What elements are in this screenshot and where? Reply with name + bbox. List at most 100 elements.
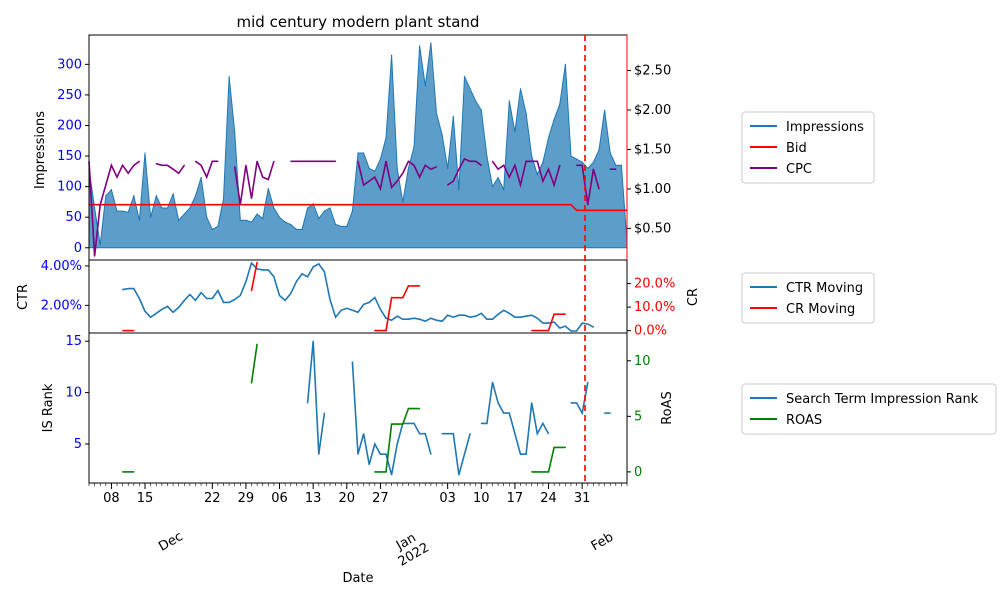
impressions-point [542,161,544,163]
ctr-point [391,319,393,321]
cr-point [256,261,258,263]
impressions-point [150,216,152,218]
bid-point [278,204,281,206]
impressions-point [559,103,561,105]
bid-axis-tick-label: $0.50 [634,221,671,236]
cpc-point [329,160,331,162]
impressions-point [211,228,213,230]
cpc-point [262,176,264,178]
cpc-point [553,184,555,186]
x-tick-label: 29 [238,491,255,506]
ctr-point [519,316,522,318]
ctr-point [318,263,320,265]
cpc-point [234,166,236,168]
impressions-axis-tick-label: 0 [74,241,82,256]
roas-point [374,471,376,473]
bid-point [581,209,583,211]
cpc-point [122,164,124,166]
bid-point [94,204,96,206]
impressions-point [463,76,466,78]
bid-point [245,204,247,206]
bid-point [273,204,275,206]
legends-layer: Impressions Bid CPC CTR Moving CR Moving Sear… [741,111,997,435]
ctr-line [122,261,594,332]
impressions-point [329,207,331,209]
impressions-point [458,189,460,191]
cpc-point [155,163,157,165]
cr-point [419,285,421,287]
cpc-point [519,184,522,186]
impressions-point [547,137,550,139]
roas-point [547,471,550,473]
roas-point [127,471,129,473]
bid-point [486,204,488,206]
bid-point [480,204,482,206]
cpc-point [245,164,247,166]
x-tick-label: 10 [473,491,490,506]
impressions-point [94,207,96,209]
roas-point [379,471,381,473]
roas-point [536,471,538,473]
bid-point [441,204,443,206]
bid-point [138,204,140,206]
bid-axis-tick-label: $2.50 [634,64,671,79]
ctr-point [290,292,292,295]
bid-point [155,204,157,206]
legend-impressions-box [741,111,875,184]
rank-point [497,402,499,404]
rank-line [481,382,550,456]
panels-layer [88,42,628,476]
impressions-point [250,221,253,223]
cpc-point [250,197,253,199]
bid-point [525,204,527,206]
ctr-point [301,273,303,275]
ctr-point [547,322,550,324]
rank-point [609,412,611,414]
cpc-point [133,164,135,166]
impressions-point [278,216,281,218]
cpc-point [200,164,202,166]
ylabel-impressions: Impressions [33,111,48,189]
ctr-point [189,293,191,296]
bid-point [407,204,409,206]
impressions-point [553,118,555,120]
impressions-point [407,167,409,169]
bid-point [256,204,258,206]
cpc-point [99,204,101,206]
ctr-point [592,326,595,328]
roas-point [122,471,124,473]
cpc-point [469,160,471,162]
cpc-point [581,164,583,166]
bid-point [531,204,533,206]
impressions-point [267,187,269,190]
ctr-point [441,320,443,322]
ctr-point [144,310,146,312]
cpc-line [233,161,275,205]
x-tick-label: 20 [339,491,356,506]
cpc-point [615,168,617,170]
cpc-point [178,172,180,174]
x-tick-label: 06 [271,491,288,506]
impressions-point [307,207,309,209]
impressions-point [239,219,241,221]
ctr-point [458,314,460,316]
legend-ctr-box [741,272,875,324]
bid-point [491,204,494,206]
rank-point [419,433,421,435]
ctr-point [587,323,589,325]
ctr-point [127,288,129,290]
impressions-point [116,210,118,212]
cpc-point [458,168,460,170]
bid-point [564,204,567,206]
impressions-point [609,152,611,154]
ctr-point [536,317,538,319]
bid-point [211,204,213,206]
cr-point [559,313,561,315]
bid-point [435,204,438,206]
bid-point [374,204,376,206]
cpc-point [407,160,409,162]
rank-line [442,432,471,476]
impressions-point [206,216,208,218]
cpc-point [138,160,140,162]
impressions-point [620,164,623,166]
